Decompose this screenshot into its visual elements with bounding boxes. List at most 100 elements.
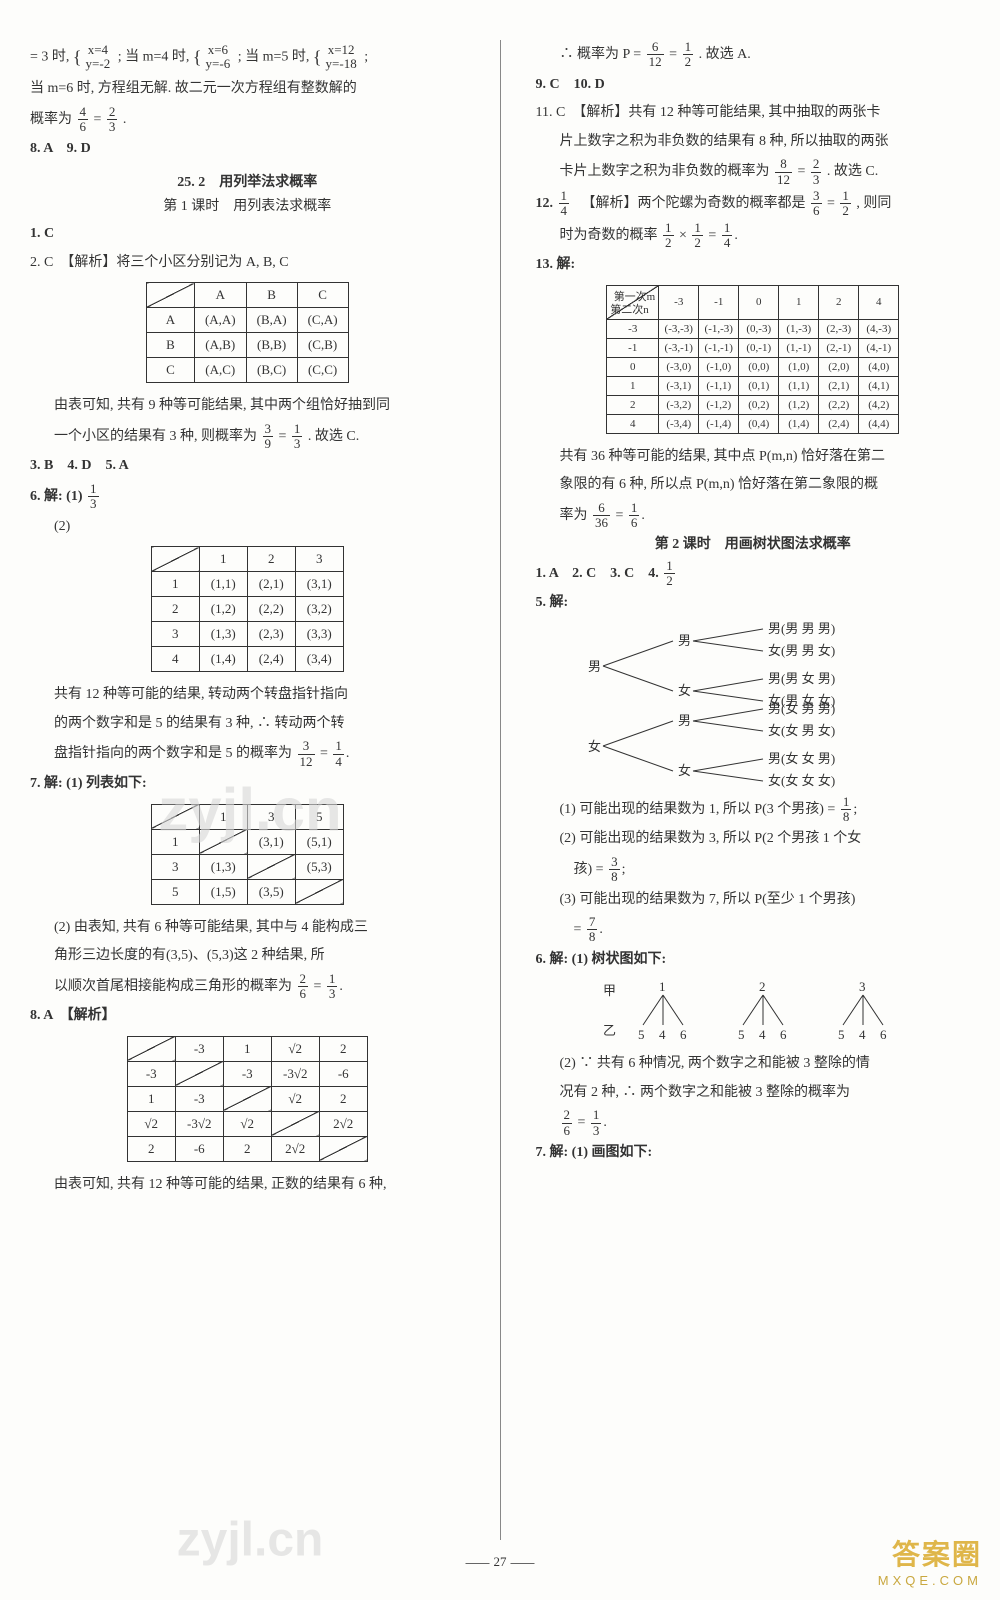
table-q13: 第一次m第二次n -3-10124 -3(-3,-3)(-1,-3)(0,-3)… [606, 285, 899, 434]
eq-line-1: = 3 时, {x=4y=-2 ; 当 m=4 时, {x=6y=-6 ; 当 … [30, 40, 465, 74]
svg-text:4: 4 [859, 1027, 866, 1042]
section-subtitle-2: 第 2 课时 用画树状图法求概率 [536, 533, 971, 553]
text-line: 由表可知, 共有 9 种等可能结果, 其中两个组恰好抽到同 [30, 393, 465, 420]
table-q6: 123 1(1,1)(2,1)(3,1) 2(1,2)(2,2)(3,2) 3(… [151, 546, 344, 672]
answer-7: 7. 解: (1) 列表如下: [30, 771, 465, 798]
text-line: 以顺次首尾相接能构成三角形的概率为 26 = 13. [30, 972, 465, 1002]
text-line: (1) 可能出现的结果数为 1, 所以 P(3 个男孩) = 18; [536, 795, 971, 825]
svg-text:6: 6 [680, 1027, 687, 1042]
svg-text:3: 3 [859, 979, 866, 994]
corner-wm-1: 答案圈 [878, 1533, 982, 1573]
svg-text:男(男 女 男): 男(男 女 男) [768, 671, 835, 686]
svg-text:6: 6 [880, 1027, 887, 1042]
svg-text:女: 女 [678, 683, 691, 698]
svg-text:女(女 女 女): 女(女 女 女) [768, 773, 835, 788]
svg-text:女: 女 [588, 739, 601, 754]
text-line: 当 m=6 时, 方程组无解. 故二元一次方程组有整数解的 [30, 76, 465, 103]
page-root: zyjl.cn zyjl.cn = 3 时, {x=4y=-2 ; 当 m=4 … [0, 0, 1000, 1600]
corner-wm-2: MXQE.COM [878, 1573, 982, 1588]
text-line: 盘指针指向的两个数字和是 5 的概率为 312 = 14. [30, 739, 465, 769]
svg-text:男(女 男 男): 男(女 男 男) [768, 701, 835, 716]
answer-13: 13. 解: [536, 252, 971, 279]
answer-11: 11. C 【解析】共有 12 种等可能结果, 其中抽取的两张卡 [536, 100, 971, 127]
page-number: 27 [462, 1554, 539, 1570]
answer-7r: 7. 解: (1) 画图如下: [536, 1140, 971, 1167]
text-line: 共有 36 种等可能的结果, 其中点 P(m,n) 恰好落在第二 [536, 444, 971, 471]
text-line: 的两个数字和是 5 的结果有 3 种, ∴ 转动两个转 [30, 711, 465, 738]
brace-icon: { [313, 47, 322, 67]
answer-3-5: 3. B 4. D 5. A [30, 453, 465, 480]
answer-12: 12. 14 【解析】两个陀螺为奇数的概率都是 36 = 12 , 则同 [536, 189, 971, 219]
tree-diagram-5: 男 女 男 女 男 女 男(男 男 男) 女(男 男 女) 男(男 女 男) 女… [563, 621, 943, 791]
brace-icon: { [193, 47, 202, 67]
svg-text:女(女 男 女): 女(女 男 女) [768, 723, 835, 738]
svg-text:1: 1 [659, 979, 666, 994]
svg-text:6: 6 [780, 1027, 787, 1042]
text-line: 共有 12 种等可能的结果, 转动两个转盘指针指向 [30, 682, 465, 709]
svg-text:2: 2 [759, 979, 766, 994]
text: 概率为 [30, 112, 76, 127]
text-line: 一个小区的结果有 3 种, 则概率为 39 = 13 . 故选 C. [30, 422, 465, 452]
svg-text:女: 女 [678, 763, 691, 778]
text-line: 由表可知, 共有 12 种等可能的结果, 正数的结果有 6 种, [30, 1172, 465, 1199]
answer-6r: 6. 解: (1) 树状图如下: [536, 947, 971, 974]
text-line: 孩) = 38; [536, 855, 971, 885]
answer-8-9: 8. A 9. D [30, 136, 465, 163]
case-b: y=-6 [204, 57, 233, 71]
text-line: 卡片上数字之积为非负数的概率为 812 = 23 . 故选 C. [536, 157, 971, 187]
section-subtitle: 第 1 课时 用列表法求概率 [30, 195, 465, 215]
text-line: 角形三边长度的有(3,5)、(5,3)这 2 种结果, 所 [30, 943, 465, 970]
case-a: x=4 [84, 43, 113, 57]
svg-text:男(女 女 男): 男(女 女 男) [768, 751, 835, 766]
brace-icon: { [73, 47, 82, 67]
svg-text:4: 4 [659, 1027, 666, 1042]
right-column: ∴ 概率为 P = 612 = 12 . 故选 A. 9. C 10. D 11… [526, 40, 971, 1540]
text-line: (2) ∵ 共有 6 种情况, 两个数字之和能被 3 整除的情 [536, 1051, 971, 1078]
svg-text:女(男 男 女): 女(男 男 女) [768, 643, 835, 658]
text: = [94, 112, 105, 127]
text-line: (2) 由表知, 共有 6 种等可能结果, 其中与 4 能构成三 [30, 915, 465, 942]
svg-text:5: 5 [638, 1027, 645, 1042]
text: ; [364, 49, 368, 64]
text-line: 况有 2 种, ∴ 两个数字之和能被 3 整除的概率为 [536, 1080, 971, 1107]
text-line: 26 = 13. [536, 1108, 971, 1138]
svg-text:5: 5 [738, 1027, 745, 1042]
text: = 3 时, [30, 49, 69, 64]
text: ; 当 m=5 时, [238, 49, 310, 64]
text-line: 概率为 46 = 23 . [30, 105, 465, 135]
text-line: (2) 可能出现的结果数为 3, 所以 P(2 个男孩 1 个女 [536, 826, 971, 853]
left-column: = 3 时, {x=4y=-2 ; 当 m=4 时, {x=6y=-6 ; 当 … [30, 40, 475, 1540]
column-divider [500, 40, 501, 1540]
case-a: x=12 [324, 43, 359, 57]
answer-2: 2. C 【解析】将三个小区分别记为 A, B, C [30, 250, 465, 277]
table-q2: ABC A(A,A)(B,A)(C,A) B(A,B)(B,B)(C,B) C(… [146, 282, 349, 383]
case-b: y=-18 [324, 57, 359, 71]
text: ; 当 m=4 时, [118, 49, 190, 64]
case-a: x=6 [204, 43, 233, 57]
answer-6: 6. 解: (1) 13 [30, 482, 465, 512]
svg-text:男: 男 [588, 659, 601, 674]
svg-text:男: 男 [678, 633, 691, 648]
answer-1-4: 1. A 2. C 3. C 4. 12 [536, 559, 971, 589]
text-line: 率为 636 = 16. [536, 501, 971, 531]
svg-text:5: 5 [838, 1027, 845, 1042]
sub-2: (2) [30, 514, 465, 541]
text-line: = 78. [536, 915, 971, 945]
section-title: 25. 2 用列举法求概率 [30, 171, 465, 191]
text-line: 象限的有 6 种, 所以点 P(m,n) 恰好落在第二象限的概 [536, 472, 971, 499]
case-b: y=-2 [84, 57, 113, 71]
table-q8: -31√22 -3-3-3√2-6 1-3√22 √2-3√2√22√2 2-6… [127, 1036, 368, 1162]
answer-8: 8. A 【解析】 [30, 1003, 465, 1030]
svg-text:甲: 甲 [603, 983, 616, 998]
corner-watermark: 答案圈 MXQE.COM [878, 1533, 982, 1588]
text-line: 时为奇数的概率 12 × 12 = 14. [536, 221, 971, 251]
answer-5: 5. 解: [536, 590, 971, 617]
tree-diagram-6: 甲 乙 1 2 3 546 546 546 [573, 977, 933, 1047]
svg-text:男(男 男 男): 男(男 男 男) [768, 621, 835, 636]
table-q7: 135 1(3,1)(5,1) 3(1,3)(5,3) 5(1,5)(3,5) [151, 804, 344, 905]
answer-9-10: 9. C 10. D [536, 72, 971, 99]
text: . [123, 112, 127, 127]
svg-text:乙: 乙 [603, 1023, 616, 1038]
text-line: 片上数字之积为非负数的结果有 8 种, 所以抽取的两张 [536, 129, 971, 156]
svg-text:男: 男 [678, 713, 691, 728]
